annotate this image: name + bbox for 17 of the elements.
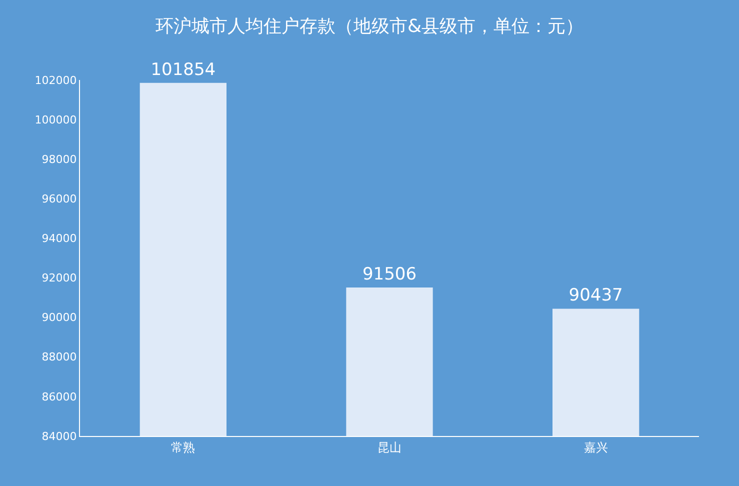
y-tick-label: 102000 xyxy=(34,74,77,87)
y-tick-label: 100000 xyxy=(34,113,77,126)
x-tick-label: 昆山 xyxy=(378,440,402,454)
y-tick-label: 86000 xyxy=(42,390,77,404)
y-tick-label: 92000 xyxy=(42,272,77,285)
y-tick-label: 88000 xyxy=(42,350,77,364)
y-tick-label: 98000 xyxy=(42,152,77,166)
chart-title: 环沪城市人均住户存款（地级市&县级市，单位：元） xyxy=(155,16,584,38)
y-tick-label: 90000 xyxy=(42,311,77,324)
data-label: 91506 xyxy=(362,264,417,285)
data-label: 101854 xyxy=(150,60,216,80)
y-tick-label: 84000 xyxy=(42,430,77,443)
x-tick-label: 常熟 xyxy=(171,440,196,454)
y-tick-label: 96000 xyxy=(42,192,77,206)
y-tick-label: 94000 xyxy=(42,232,77,246)
data-label: 90437 xyxy=(568,286,623,306)
x-tick-label: 嘉兴 xyxy=(584,440,608,454)
